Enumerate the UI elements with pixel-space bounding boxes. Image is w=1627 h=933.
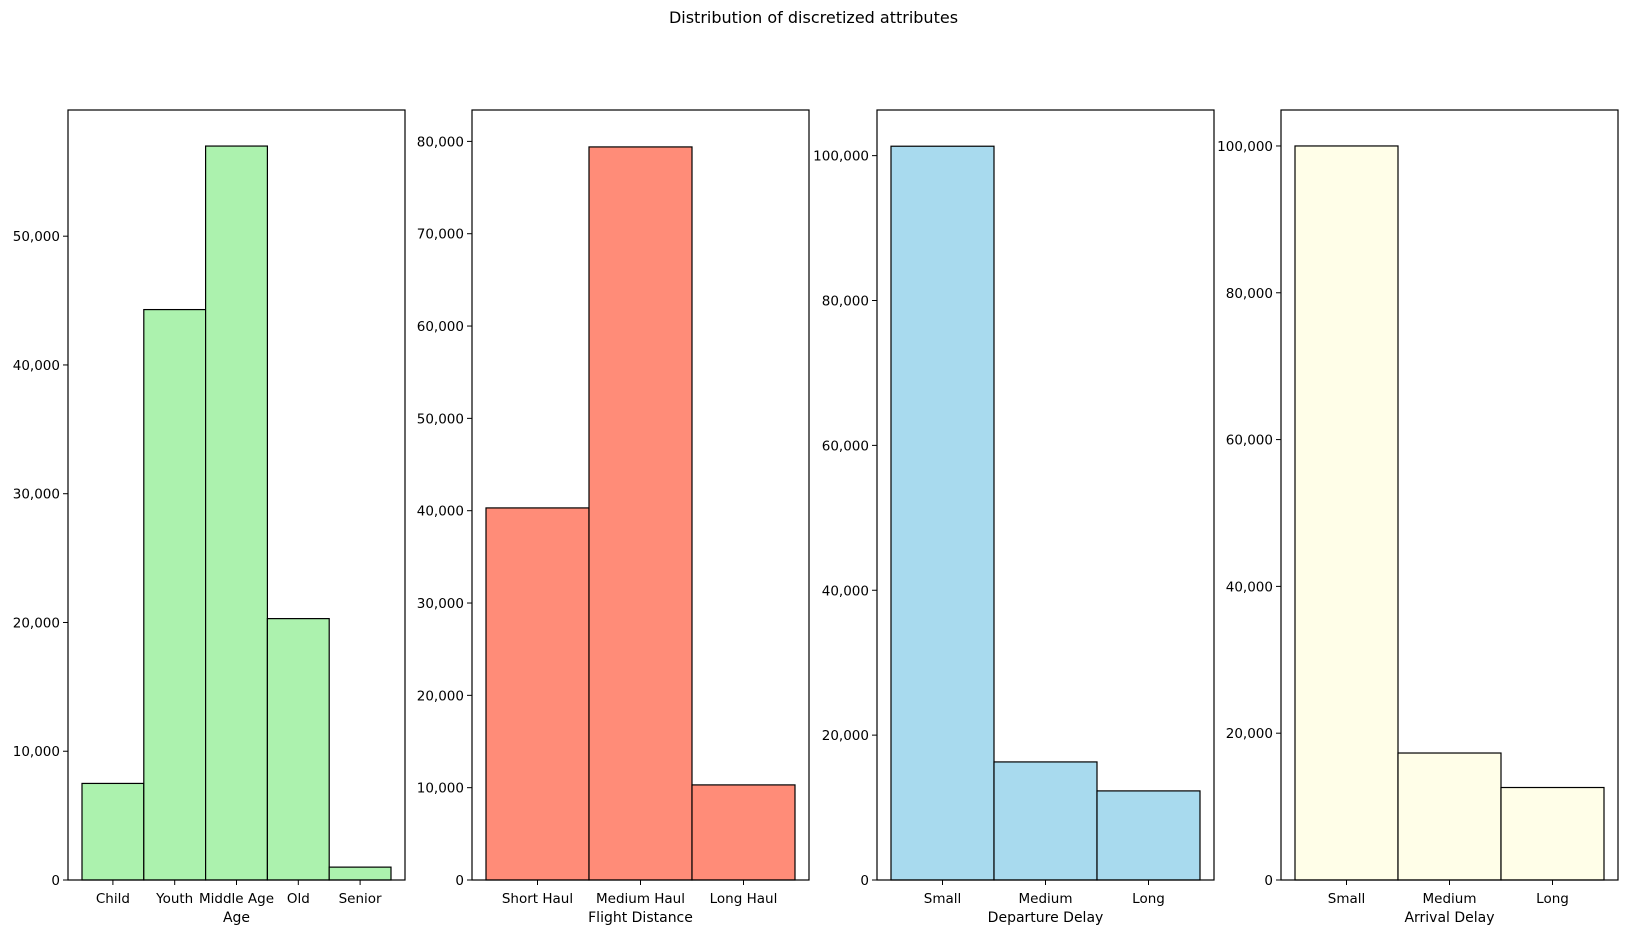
y-tick-label: 40,000 bbox=[1226, 579, 1273, 595]
y-tick-label: 80,000 bbox=[417, 134, 464, 150]
y-tick-label: 0 bbox=[1264, 873, 1273, 889]
y-tick-label: 100,000 bbox=[813, 149, 869, 165]
y-tick-label: 60,000 bbox=[1226, 433, 1273, 449]
x-tick-label: Long bbox=[1132, 891, 1165, 907]
x-tick-label: Small bbox=[1328, 891, 1366, 907]
bar bbox=[993, 761, 1098, 881]
y-tick-label: 60,000 bbox=[417, 319, 464, 335]
y-tick-label: 40,000 bbox=[417, 504, 464, 520]
axes-frame bbox=[1280, 109, 1619, 881]
x-tick-label: Child bbox=[96, 891, 130, 907]
x-tick-label: Medium Haul bbox=[596, 891, 685, 907]
y-tick-label: 40,000 bbox=[13, 358, 60, 374]
y-tick-label: 80,000 bbox=[1226, 286, 1273, 302]
x-tick-label: Senior bbox=[339, 891, 382, 907]
x-axis-label: Arrival Delay bbox=[1404, 910, 1494, 926]
y-tick-label: 0 bbox=[455, 873, 464, 889]
figure-title: Distribution of discretized attributes bbox=[668, 8, 959, 27]
bar bbox=[1397, 752, 1502, 881]
y-tick-label: 0 bbox=[860, 873, 869, 889]
bar bbox=[1096, 790, 1201, 881]
axes-frame bbox=[67, 109, 406, 881]
bar bbox=[1294, 145, 1399, 881]
subplot-4: Small Medium Long 0 20,000 40,000 60,000 80,000… bbox=[1217, 109, 1619, 926]
y-tick-label: 80,000 bbox=[822, 294, 869, 310]
bar bbox=[1500, 786, 1605, 881]
x-tick-label: Youth bbox=[155, 891, 193, 907]
x-tick-label: Long bbox=[1536, 891, 1569, 907]
y-tick-label: 20,000 bbox=[822, 728, 869, 744]
x-tick-label: Small bbox=[924, 891, 962, 907]
x-tick-label: Medium bbox=[1423, 891, 1477, 907]
x-tick-label: Middle Age bbox=[199, 891, 274, 907]
y-tick-label: 20,000 bbox=[13, 615, 60, 631]
x-tick-label: Short Haul bbox=[502, 891, 573, 907]
subplot-2: Short Haul Medium Haul Long Haul 0 10,000 20,… bbox=[417, 109, 810, 926]
y-tick-label: 40,000 bbox=[822, 583, 869, 599]
axes-frame bbox=[876, 109, 1215, 881]
y-tick-label: 70,000 bbox=[417, 227, 464, 243]
x-tick-label: Medium bbox=[1019, 891, 1073, 907]
bar bbox=[691, 784, 796, 881]
y-tick-label: 50,000 bbox=[417, 411, 464, 427]
y-tick-label: 60,000 bbox=[822, 438, 869, 454]
x-axis-label: Departure Delay bbox=[988, 910, 1104, 926]
bar bbox=[81, 782, 145, 881]
y-tick-label: 20,000 bbox=[417, 688, 464, 704]
y-tick-label: 20,000 bbox=[1226, 726, 1273, 742]
bar bbox=[328, 866, 392, 881]
y-tick-label: 10,000 bbox=[13, 744, 60, 760]
y-tick-label: 10,000 bbox=[417, 781, 464, 797]
subplot-3: Small Medium Long 0 20,000 40,000 60,000 80,000… bbox=[813, 109, 1215, 926]
subplot-1: Child Youth Middle Age Old Senior 0 10,000 20,0… bbox=[13, 109, 406, 926]
x-axis-label: Age bbox=[223, 910, 250, 926]
y-tick-label: 0 bbox=[51, 873, 60, 889]
x-axis-label: Flight Distance bbox=[588, 910, 693, 926]
bar bbox=[266, 618, 330, 881]
axes-frame bbox=[471, 109, 810, 881]
bar bbox=[890, 145, 995, 881]
y-tick-label: 30,000 bbox=[417, 596, 464, 612]
x-tick-label: Long Haul bbox=[710, 891, 778, 907]
y-tick-label: 30,000 bbox=[13, 487, 60, 503]
y-tick-label: 50,000 bbox=[13, 229, 60, 245]
y-tick-label: 100,000 bbox=[1217, 139, 1273, 155]
x-tick-label: Old bbox=[287, 891, 310, 907]
bar bbox=[485, 507, 590, 881]
bar bbox=[205, 145, 269, 881]
bar bbox=[143, 308, 207, 881]
bar bbox=[588, 146, 693, 881]
